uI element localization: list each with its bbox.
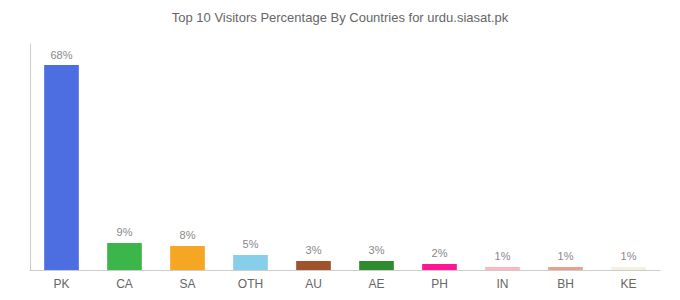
- svg-text:3%: 3%: [369, 244, 385, 256]
- svg-text:1%: 1%: [558, 250, 574, 262]
- svg-text:BH: BH: [557, 277, 574, 291]
- svg-text:3%: 3%: [306, 244, 322, 256]
- svg-text:5%: 5%: [243, 238, 259, 250]
- svg-text:AE: AE: [368, 277, 384, 291]
- svg-text:1%: 1%: [495, 250, 511, 262]
- svg-text:9%: 9%: [117, 226, 133, 238]
- svg-text:2%: 2%: [432, 247, 448, 259]
- svg-text:8%: 8%: [180, 229, 196, 241]
- svg-text:Top 10 Visitors Percentage By: Top 10 Visitors Percentage By Countries …: [172, 10, 509, 25]
- svg-text:SA: SA: [179, 277, 195, 291]
- svg-text:1%: 1%: [621, 250, 637, 262]
- svg-text:KE: KE: [620, 277, 636, 291]
- svg-text:CA: CA: [116, 277, 133, 291]
- svg-text:OTH: OTH: [238, 277, 263, 291]
- svg-text:IN: IN: [497, 277, 509, 291]
- svg-text:AU: AU: [305, 277, 322, 291]
- svg-text:PH: PH: [431, 277, 448, 291]
- svg-text:PK: PK: [53, 277, 69, 291]
- svg-text:68%: 68%: [50, 49, 72, 61]
